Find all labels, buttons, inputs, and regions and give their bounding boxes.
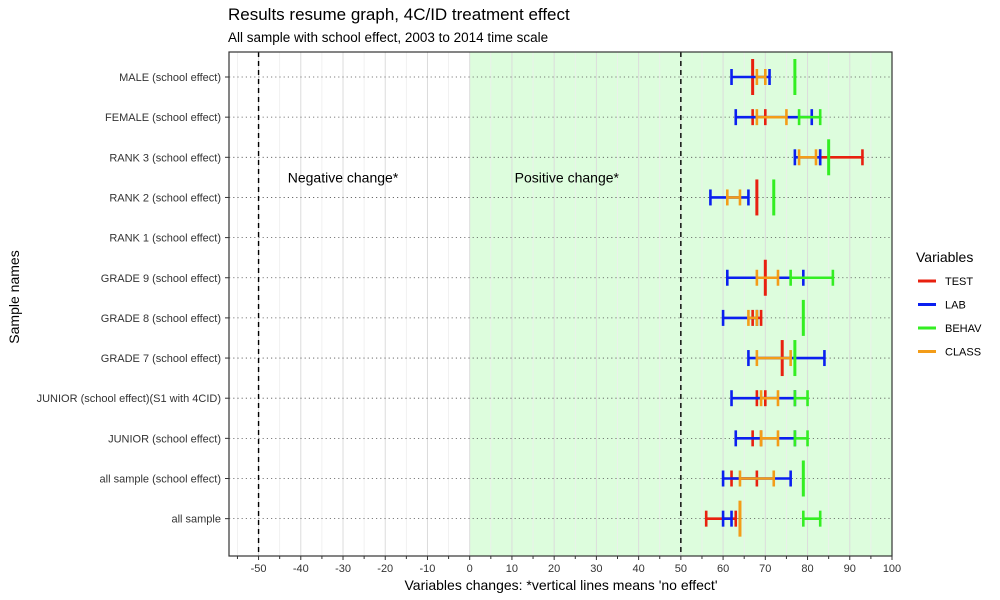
errorbar-class — [726, 189, 742, 206]
errorbar-lab — [721, 510, 733, 527]
y-tick-label: FEMALE (school effect) — [105, 112, 221, 124]
errorbar-class — [759, 430, 780, 447]
y-tick-label: GRADE 8 (school effect) — [101, 313, 221, 325]
x-tick-label: 70 — [759, 563, 771, 575]
y-tick-label: all sample (school effect) — [100, 474, 221, 486]
errorbar-behav — [802, 510, 822, 527]
plot-area: Negative change* Positive change* MALE (sc… — [37, 51, 901, 575]
x-tick-label: -20 — [377, 563, 393, 575]
y-tick-label: RANK 1 (school effect) — [109, 233, 221, 245]
y-tick-label: all sample — [171, 514, 221, 526]
annotation-label: Positive change* — [515, 169, 620, 185]
x-tick-label: 30 — [590, 563, 602, 575]
x-tick-label: 0 — [467, 563, 473, 575]
chart-subtitle: All sample with school effect, 2003 to 2… — [228, 30, 548, 45]
errorbar-behav — [793, 390, 809, 407]
y-tick-label: JUNIOR (school effect) — [108, 433, 221, 445]
legend-label-behav: BEHAV — [945, 323, 982, 335]
errorbar-class — [755, 109, 788, 126]
errorbar-class — [755, 350, 792, 367]
y-tick-label: GRADE 9 (school effect) — [101, 273, 221, 285]
x-tick-label: -50 — [251, 563, 267, 575]
x-tick-label: 20 — [548, 563, 560, 575]
errorbar-class — [747, 309, 759, 326]
errorbar-class — [738, 470, 776, 487]
x-tick-label: -10 — [420, 563, 436, 575]
annotation-label: Negative change* — [288, 169, 399, 185]
errorbar-behav — [797, 109, 822, 126]
x-tick-label: 40 — [632, 563, 644, 575]
chart-title: Results resume graph, 4C/ID treatment ef… — [228, 5, 570, 24]
errorbar-behav — [793, 430, 809, 447]
errorbar-class — [797, 149, 818, 166]
x-tick-label: 100 — [883, 563, 901, 575]
y-tick-label: GRADE 7 (school effect) — [101, 353, 221, 365]
x-tick-label: 50 — [675, 563, 687, 575]
x-axis-title: Variables changes: *vertical lines means… — [405, 577, 718, 593]
x-tick-label: 80 — [801, 563, 813, 575]
x-tick-label: 60 — [717, 563, 729, 575]
x-tick-label: -40 — [293, 563, 309, 575]
legend: Variables TEST LAB BEHAV CLASS — [916, 249, 982, 359]
errorbar-class — [759, 390, 780, 407]
legend-label-test: TEST — [945, 276, 973, 288]
x-tick-label: 90 — [844, 563, 856, 575]
legend-title: Variables — [916, 249, 973, 265]
y-tick-label: JUNIOR (school effect)(S1 with 4CID) — [37, 393, 221, 405]
y-tick-label: MALE (school effect) — [119, 72, 221, 84]
errorbar-behav — [789, 269, 835, 286]
errorbar-class — [755, 269, 780, 286]
y-tick-label: RANK 3 (school effect) — [109, 152, 221, 164]
x-tick-label: -30 — [335, 563, 351, 575]
plot-panel-border — [228, 51, 893, 557]
x-tick-label: 10 — [506, 563, 518, 575]
y-tick-label: RANK 2 (school effect) — [109, 192, 221, 204]
legend-label-lab: LAB — [945, 300, 966, 312]
y-axis-title: Sample names — [6, 250, 22, 343]
errorbar-class — [755, 69, 767, 85]
legend-label-class: CLASS — [945, 347, 981, 359]
